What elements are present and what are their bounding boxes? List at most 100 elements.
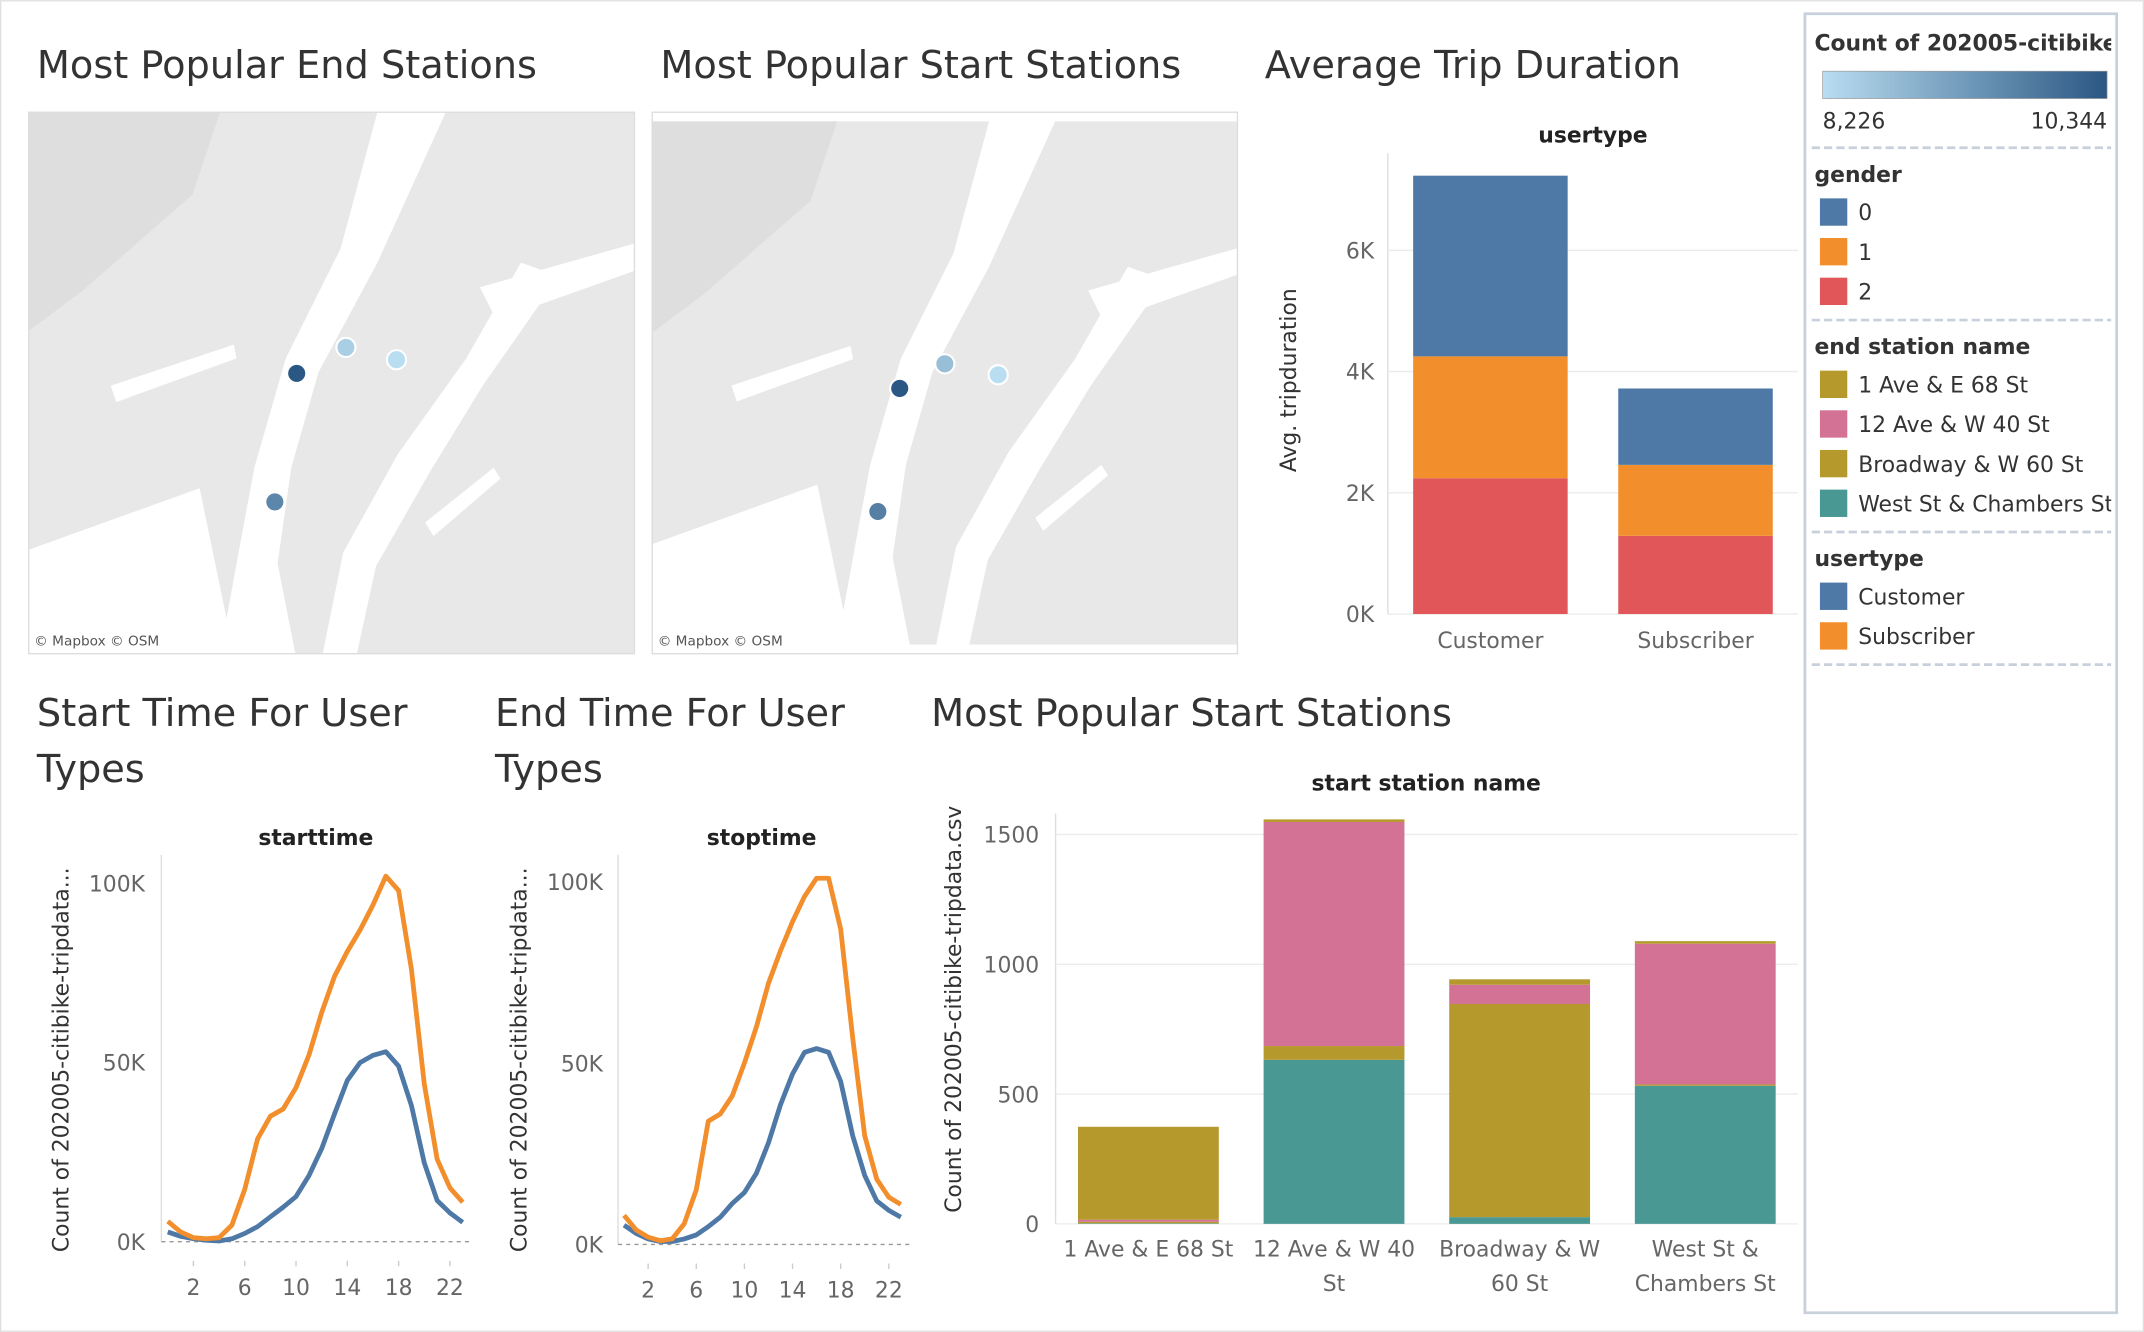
- legend-swatch: [1819, 238, 1848, 266]
- legend-label: 12 Ave & W 40 St: [1858, 413, 2050, 438]
- x-tick-label: 14: [333, 1276, 361, 1301]
- text-line: Start Time For User: [37, 691, 408, 736]
- text-line: Subscriber: [1637, 629, 1753, 654]
- chart-title: Most Popular End Stations: [37, 43, 537, 88]
- x-tick-label: 22: [875, 1279, 903, 1304]
- text-line: Types: [36, 747, 145, 792]
- station-dot: [867, 500, 889, 523]
- bar-segment: [1634, 1085, 1776, 1224]
- legend-label: Broadway & W 60 St: [1858, 453, 2084, 478]
- bar-segment: [1449, 1217, 1591, 1224]
- bar-segment: [1077, 1219, 1219, 1222]
- y-tick-label: 0K: [1346, 603, 1375, 628]
- x-tick-label: 18: [827, 1279, 855, 1304]
- x-tick-label: 1 Ave & E 68 St: [1063, 1238, 1233, 1263]
- x-tick-label: 6: [689, 1279, 703, 1304]
- bar-segment: [1263, 821, 1405, 1047]
- legend-swatch: [1819, 277, 1848, 306]
- text-line: Broadway & W: [1439, 1238, 1600, 1263]
- legend-label: 0: [1858, 201, 1872, 226]
- x-tick-label: 22: [436, 1276, 464, 1301]
- bar-segment: [1634, 941, 1776, 944]
- legend-label: West St & Chambers St: [1858, 492, 2113, 517]
- text-line: 12 Ave & W 40: [1253, 1238, 1415, 1263]
- x-tick-label: 6: [238, 1276, 252, 1301]
- bar-segment: [1263, 1046, 1405, 1060]
- legend-label: 2: [1858, 281, 1872, 306]
- x-tick-label: 2: [186, 1276, 200, 1301]
- text-line: Most Popular Start Stations: [931, 691, 1452, 736]
- station-dot: [385, 349, 408, 371]
- subtitle: usertype: [1538, 123, 1647, 148]
- chart-title: Most Popular Start Stations: [660, 43, 1181, 88]
- x-tick-label: 10: [730, 1279, 758, 1304]
- line-series: [167, 1049, 465, 1244]
- subtitle: start station name: [1311, 771, 1540, 796]
- legend-swatch: [1819, 410, 1848, 438]
- legend-label: Subscriber: [1858, 625, 1974, 650]
- legend-title: gender: [1814, 163, 1902, 188]
- map-attribution: © Mapbox © OSM: [658, 633, 783, 649]
- bar-segment: [1413, 478, 1568, 615]
- y-tick-label: 0: [1025, 1213, 1039, 1238]
- x-tick-label: 18: [385, 1276, 413, 1301]
- legend-swatch: [1819, 489, 1848, 517]
- legend-swatch: [1819, 370, 1848, 398]
- x-tick-label: Broadway & W 60 St: [1439, 1238, 1600, 1297]
- legend-group: Count of 202005-citibike-.. 8,226 10,344…: [1811, 32, 2113, 666]
- text-line: West St &: [1652, 1238, 1759, 1263]
- x-tick-label: 2: [641, 1279, 655, 1304]
- chart-title: End Time For User Types: [494, 691, 845, 792]
- text-line: Types: [494, 747, 603, 792]
- legend-swatch: [1819, 198, 1848, 226]
- y-axis-label: Avg. tripduration: [1277, 288, 1302, 472]
- y-tick-label: 1500: [984, 824, 1040, 849]
- y-axis-label: Count of 202005-citibike-tripdata...: [49, 867, 74, 1252]
- legend-label: 1: [1858, 241, 1872, 266]
- bar-segment: [1634, 943, 1776, 1085]
- y-tick-label: 0K: [117, 1231, 146, 1256]
- text-line: St: [1323, 1272, 1346, 1297]
- y-tick-label: 1000: [984, 953, 1040, 978]
- color-max-label: 10,344: [2031, 110, 2107, 135]
- x-tick-label: West St & Chambers St: [1635, 1238, 1776, 1297]
- bar-segment: [1077, 1223, 1219, 1224]
- station-dot: [286, 362, 308, 384]
- bar-segment: [1634, 1084, 1776, 1086]
- subtitle: starttime: [258, 826, 373, 851]
- bar-segment: [1077, 1221, 1219, 1224]
- line-series: [166, 873, 465, 1242]
- bar-segment: [1449, 984, 1591, 1004]
- legend-label: Customer: [1858, 585, 1964, 610]
- chart-title: Start Time For User Types: [36, 691, 408, 792]
- bar-segment: [1449, 1003, 1591, 1218]
- y-axis-label: Count of 202005-citibike-tripdata...: [507, 867, 532, 1252]
- y-axis-label: Count of 202005-citibike-tripdata.csv: [942, 806, 967, 1213]
- bar-segment: [1413, 356, 1568, 479]
- x-tick-label: 10: [282, 1276, 310, 1301]
- y-tick-label: 6K: [1346, 239, 1375, 264]
- bar-segment: [1263, 819, 1405, 822]
- bar-segment: [1618, 464, 1773, 536]
- y-tick-label: 50K: [561, 1052, 604, 1077]
- y-tick-label: 100K: [547, 871, 604, 896]
- text-line: 1 Ave & E 68 St: [1063, 1238, 1233, 1263]
- map-background: [28, 112, 635, 654]
- y-tick-label: 500: [997, 1083, 1039, 1108]
- map-border: [28, 111, 636, 655]
- bar-segment: [1449, 979, 1591, 985]
- bar-segment: [1077, 1126, 1219, 1220]
- color-ramp: [1822, 70, 2108, 99]
- bar-segment: [1618, 535, 1773, 615]
- station-dot: [889, 377, 911, 400]
- bar-segment: [1263, 1059, 1405, 1224]
- legend-title: end station name: [1814, 335, 2030, 360]
- map-background: [652, 121, 1238, 645]
- y-tick-label: 2K: [1346, 482, 1375, 507]
- station-dot: [934, 353, 956, 375]
- bar-segment: [1413, 175, 1568, 357]
- map-attribution: © Mapbox © OSM: [34, 633, 159, 649]
- text-line: Chambers St: [1635, 1272, 1776, 1297]
- x-tick-label: 14: [779, 1279, 807, 1304]
